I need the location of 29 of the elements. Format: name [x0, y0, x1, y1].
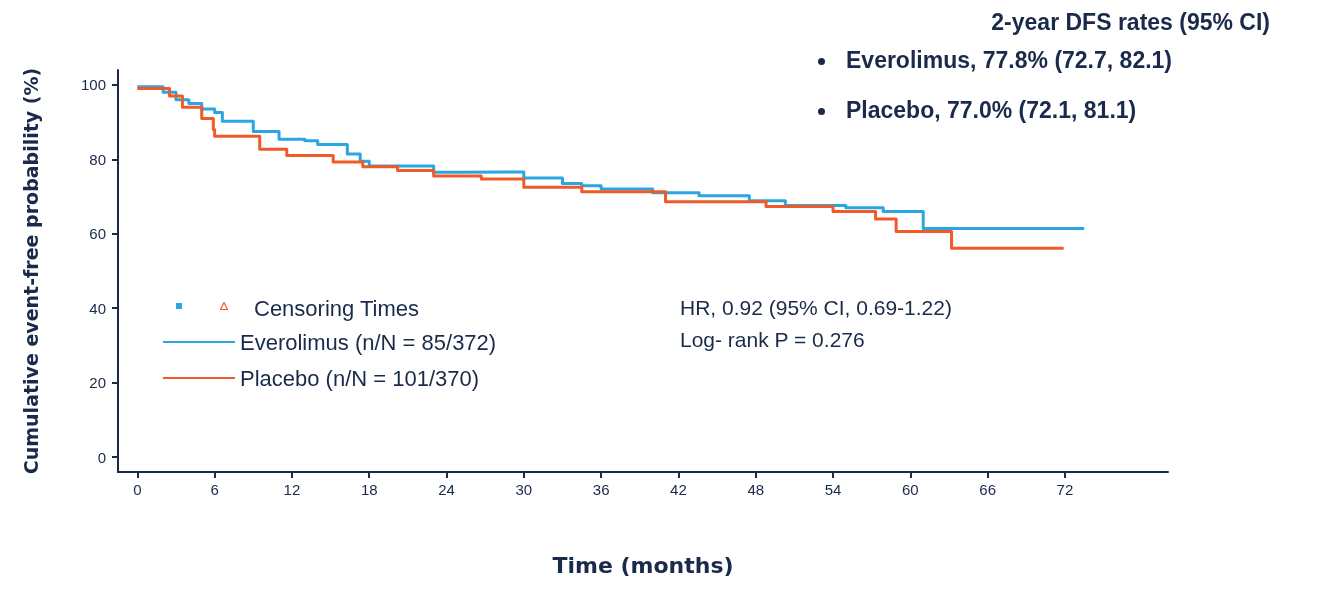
x-tick-label: 54 [824, 481, 842, 498]
x-tick-label: 0 [133, 481, 142, 498]
x-axis-title: Time (months) [552, 552, 734, 578]
y-tick-label: 100 [80, 76, 106, 94]
y-tick-label: 20 [89, 374, 106, 392]
annotation: Log- rank P = 0.276 [680, 328, 865, 351]
x-tick-label: 72 [1056, 481, 1074, 498]
x-tick-label: 30 [515, 481, 533, 498]
annotation: Censoring Times [254, 295, 420, 321]
chart-title: 2-year DFS rates (95% CI) [991, 8, 1271, 35]
x-tick-label: 42 [670, 481, 687, 498]
x-tick-label: 66 [979, 481, 996, 498]
x-tick-label: 12 [283, 481, 301, 498]
y-tick-label: 60 [89, 225, 106, 243]
x-tick-label: 18 [360, 481, 378, 498]
legend-label: Everolimus (n/N = 85/372) [240, 329, 497, 355]
x-tick-label: 48 [747, 481, 765, 498]
y-tick-label: 0 [97, 448, 106, 466]
y-tick-label: 80 [89, 150, 106, 168]
annotation: Placebo, 77.0% (72.1, 81.1) [846, 96, 1137, 123]
y-tick-label: 40 [89, 299, 106, 317]
x-tick-label: 6 [210, 481, 219, 498]
annotation: Everolimus, 77.8% (72.7, 82.1) [846, 46, 1173, 73]
x-tick-label: 24 [438, 481, 455, 498]
legend-label: Placebo (n/N = 101/370) [240, 365, 480, 391]
y-axis-title: Cumulative event-free probability (%) [19, 67, 42, 475]
annotation: HR, 0.92 (95% CI, 0.69-1.22) [680, 296, 952, 319]
x-tick-label: 36 [592, 481, 610, 498]
x-tick-label: 60 [901, 481, 919, 498]
